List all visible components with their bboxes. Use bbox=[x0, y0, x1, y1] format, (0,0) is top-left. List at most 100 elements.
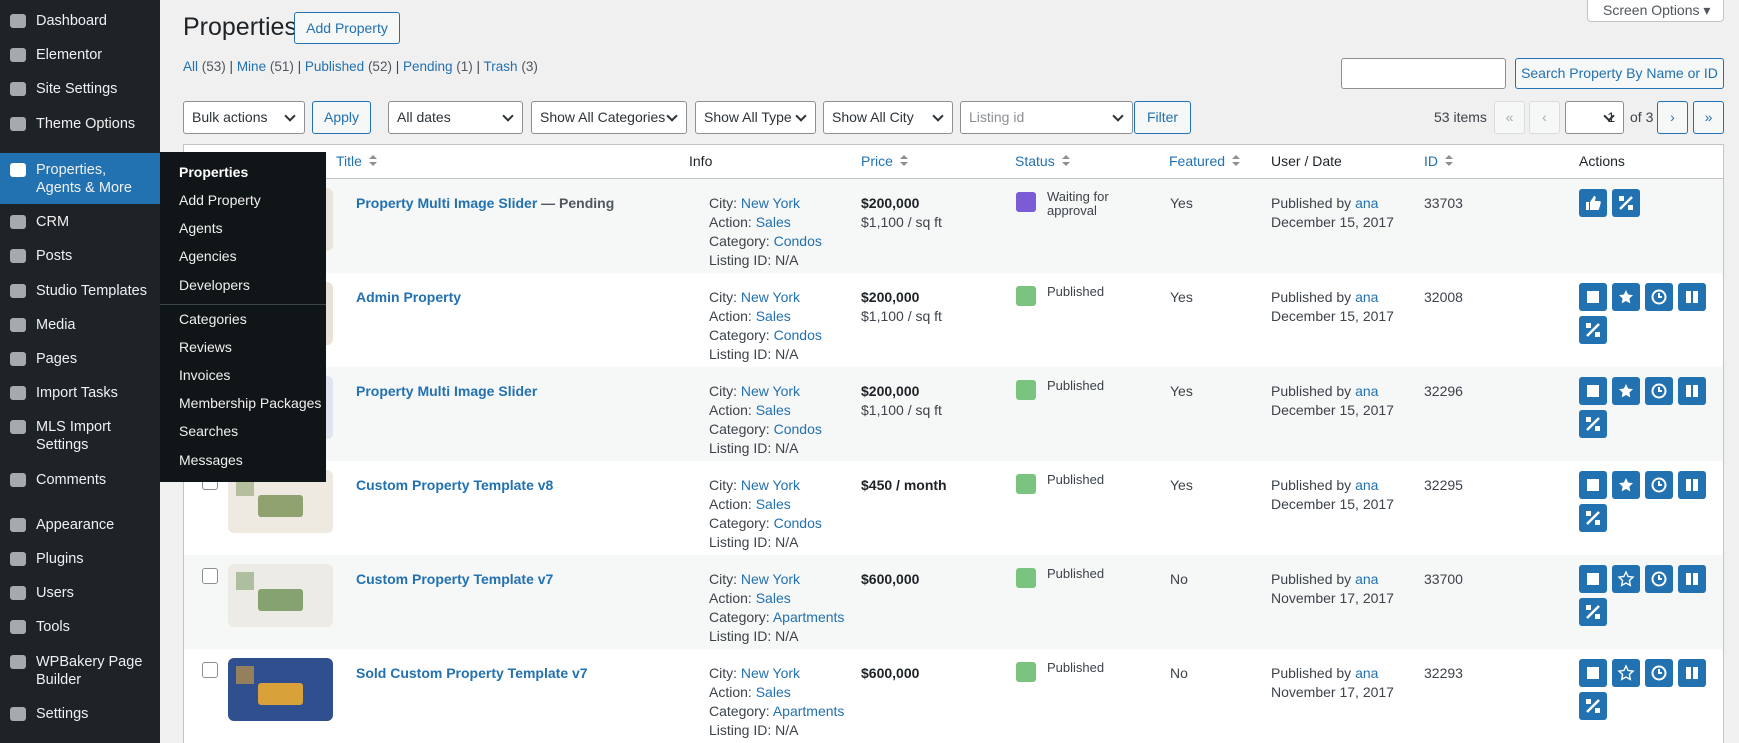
property-title[interactable]: Property Multi Image Slider bbox=[356, 383, 538, 399]
property-title[interactable]: Custom Property Template v7 bbox=[356, 571, 554, 587]
submenu-item[interactable]: Searches bbox=[179, 423, 239, 439]
action-button[interactable] bbox=[1579, 471, 1607, 499]
view-link[interactable]: Trash bbox=[483, 59, 518, 74]
search-button[interactable]: Search Property By Name or ID bbox=[1515, 58, 1724, 89]
action-button[interactable] bbox=[1579, 283, 1607, 311]
property-title[interactable]: Property Multi Image Slider bbox=[356, 195, 538, 211]
action-button[interactable] bbox=[1579, 692, 1607, 720]
menu-item[interactable]: Settings bbox=[0, 705, 160, 723]
menu-item[interactable]: Users bbox=[0, 584, 160, 602]
action-button[interactable] bbox=[1678, 659, 1706, 687]
info-value[interactable]: Apartments bbox=[772, 703, 845, 719]
menu-item[interactable]: Dashboard bbox=[0, 12, 160, 30]
action-button[interactable] bbox=[1678, 377, 1706, 405]
info-value[interactable]: New York bbox=[740, 195, 801, 211]
action-button[interactable] bbox=[1612, 283, 1640, 311]
info-value[interactable]: Sales bbox=[755, 590, 791, 606]
info-value[interactable]: Condos bbox=[773, 515, 822, 531]
city-select[interactable]: Show All City bbox=[823, 101, 953, 134]
action-button[interactable] bbox=[1612, 189, 1640, 217]
action-button[interactable] bbox=[1612, 471, 1640, 499]
info-value[interactable]: New York bbox=[740, 477, 801, 493]
action-button[interactable] bbox=[1678, 471, 1706, 499]
search-input[interactable] bbox=[1341, 58, 1506, 89]
filter-button[interactable]: Filter bbox=[1134, 101, 1191, 134]
page-input[interactable]: 1 bbox=[1565, 101, 1624, 134]
view-link[interactable]: Mine bbox=[236, 59, 267, 74]
action-button[interactable] bbox=[1579, 565, 1607, 593]
submenu-item[interactable]: Invoices bbox=[179, 367, 231, 383]
action-button[interactable] bbox=[1645, 283, 1673, 311]
menu-item[interactable]: Comments bbox=[0, 471, 160, 489]
user-link[interactable]: ana bbox=[1355, 195, 1379, 211]
submenu-item[interactable]: Properties bbox=[179, 164, 249, 180]
action-button[interactable] bbox=[1579, 189, 1607, 217]
view-link[interactable]: All bbox=[183, 59, 199, 74]
menu-item[interactable]: Tools bbox=[0, 618, 160, 636]
column-label[interactable]: Status bbox=[1015, 153, 1055, 169]
menu-item[interactable]: Plugins bbox=[0, 550, 160, 568]
menu-item[interactable]: Import Tasks bbox=[0, 384, 160, 402]
submenu-item[interactable]: Agents bbox=[179, 220, 223, 236]
info-value[interactable]: Condos bbox=[773, 421, 822, 437]
submenu-item[interactable]: Messages bbox=[179, 452, 243, 468]
action-button[interactable] bbox=[1579, 410, 1607, 438]
menu-item[interactable]: Properties, Agents & More bbox=[0, 161, 160, 197]
info-value[interactable]: Sales bbox=[755, 684, 791, 700]
apply-button[interactable]: Apply bbox=[312, 101, 371, 134]
bulk-select[interactable]: Bulk actions bbox=[183, 101, 305, 134]
action-button[interactable] bbox=[1645, 471, 1673, 499]
column-label[interactable]: Featured bbox=[1169, 153, 1226, 169]
user-link[interactable]: ana bbox=[1355, 383, 1379, 399]
categories-select[interactable]: Show All Categories bbox=[531, 101, 687, 134]
menu-item[interactable]: Studio Templates bbox=[0, 282, 160, 300]
action-button[interactable] bbox=[1579, 504, 1607, 532]
submenu-item[interactable]: Agencies bbox=[179, 248, 237, 264]
menu-item[interactable]: CRM bbox=[0, 213, 160, 231]
action-button[interactable] bbox=[1678, 283, 1706, 311]
listing-id-input[interactable]: Listing id bbox=[960, 101, 1133, 134]
user-link[interactable]: ana bbox=[1355, 571, 1379, 587]
info-value[interactable]: Sales bbox=[755, 496, 791, 512]
user-link[interactable]: ana bbox=[1355, 477, 1379, 493]
action-button[interactable] bbox=[1612, 565, 1640, 593]
submenu-item[interactable]: Categories bbox=[179, 311, 247, 327]
action-button[interactable] bbox=[1645, 659, 1673, 687]
menu-item[interactable]: Pages bbox=[0, 350, 160, 368]
submenu-item[interactable]: Reviews bbox=[179, 339, 232, 355]
submenu-item[interactable]: Developers bbox=[179, 277, 250, 293]
menu-item[interactable]: Posts bbox=[0, 247, 160, 265]
menu-item[interactable]: WPBakery Page Builder bbox=[0, 653, 160, 689]
column-label[interactable]: Price bbox=[861, 153, 893, 169]
view-link[interactable]: Pending bbox=[402, 59, 453, 74]
info-value[interactable]: Apartments bbox=[772, 609, 845, 625]
info-value[interactable]: Condos bbox=[773, 327, 822, 343]
info-value[interactable]: New York bbox=[740, 571, 801, 587]
property-title[interactable]: Admin Property bbox=[356, 289, 462, 305]
submenu-item[interactable]: Add Property bbox=[179, 192, 261, 208]
menu-item[interactable]: Media bbox=[0, 316, 160, 334]
row-checkbox[interactable] bbox=[202, 662, 218, 678]
screen-options[interactable]: Screen Options ▾ bbox=[1587, 0, 1724, 22]
menu-item[interactable]: Elementor bbox=[0, 46, 160, 64]
action-button[interactable] bbox=[1612, 659, 1640, 687]
property-title[interactable]: Sold Custom Property Template v7 bbox=[356, 665, 588, 681]
action-button[interactable] bbox=[1678, 565, 1706, 593]
column-label[interactable]: Title bbox=[336, 153, 362, 169]
info-value[interactable]: Sales bbox=[755, 402, 791, 418]
user-link[interactable]: ana bbox=[1355, 665, 1379, 681]
action-button[interactable] bbox=[1579, 598, 1607, 626]
column-label[interactable]: ID bbox=[1424, 153, 1438, 169]
menu-item[interactable]: Appearance bbox=[0, 516, 160, 534]
menu-item[interactable]: Site Settings bbox=[0, 80, 160, 98]
info-value[interactable]: Condos bbox=[773, 233, 822, 249]
action-button[interactable] bbox=[1579, 377, 1607, 405]
action-button[interactable] bbox=[1579, 659, 1607, 687]
submenu-item[interactable]: Membership Packages bbox=[179, 395, 322, 411]
user-link[interactable]: ana bbox=[1355, 289, 1379, 305]
info-value[interactable]: Sales bbox=[755, 308, 791, 324]
view-link[interactable]: Published bbox=[304, 59, 365, 74]
property-title[interactable]: Custom Property Template v8 bbox=[356, 477, 554, 493]
action-button[interactable] bbox=[1579, 316, 1607, 344]
menu-item[interactable]: Theme Options bbox=[0, 115, 160, 133]
